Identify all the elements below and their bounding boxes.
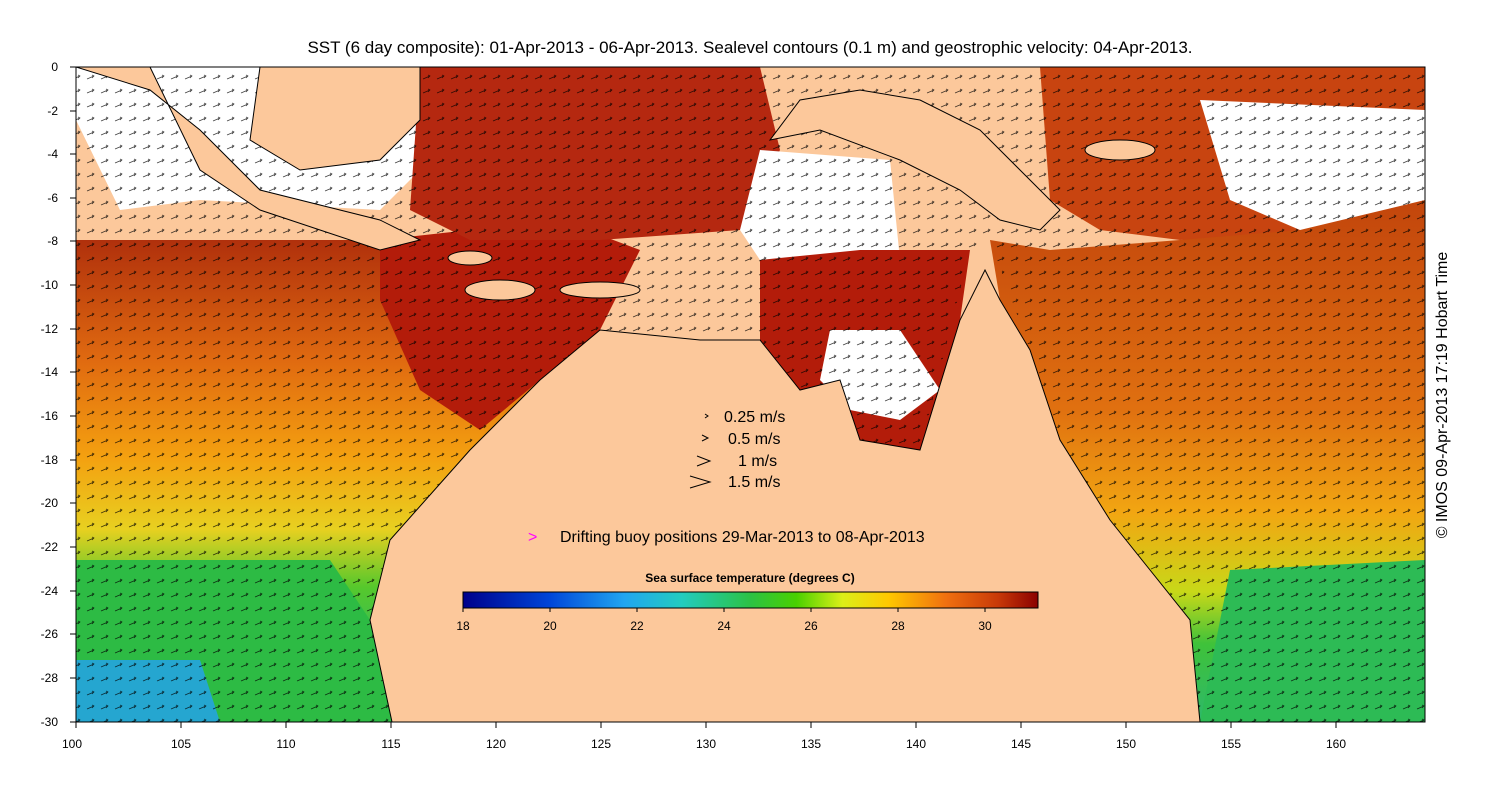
- colorbar-tick: 30: [978, 619, 992, 633]
- x-tick-label: 100: [62, 737, 82, 751]
- new-guinea-land: [768, 89, 1061, 231]
- velocity-arrow-15: [689, 475, 712, 489]
- velocity-arrow-025: [704, 413, 709, 419]
- java-land: [76, 67, 422, 251]
- buoy-symbol: >: [528, 529, 537, 546]
- velocity-arrow-1: [696, 455, 712, 467]
- x-tick-label: 125: [591, 737, 611, 751]
- x-tick-label: 120: [486, 737, 506, 751]
- colorbar-tick: 20: [543, 619, 557, 633]
- buoy-legend: > Drifting buoy positions 29-Mar-2013 to…: [528, 529, 925, 546]
- y-tick-label: -2: [47, 104, 58, 118]
- velocity-label: 0.25 m/s: [724, 409, 785, 426]
- velocity-legend: 0.25 m/s 0.5 m/s 1 m/s 1.5 m/s: [689, 409, 785, 491]
- y-tick-label: -30: [41, 715, 59, 729]
- buoy-label: Drifting buoy positions 29-Mar-2013 to 0…: [560, 529, 925, 546]
- borneo-land: [249, 67, 421, 171]
- y-tick-label: -28: [41, 671, 59, 685]
- y-tick-label: -8: [47, 234, 58, 248]
- velocity-label: 0.5 m/s: [728, 431, 780, 448]
- x-tick-label: 145: [1011, 737, 1031, 751]
- y-tick-label: -14: [41, 365, 59, 379]
- colorbar-tick: 24: [717, 619, 731, 633]
- tanimbar-island: [559, 281, 641, 299]
- y-tick-label: 0: [51, 60, 58, 74]
- y-tick-label: -20: [41, 496, 59, 510]
- x-tick-label: 105: [171, 737, 191, 751]
- flores-island: [447, 250, 493, 266]
- y-tick-label: -12: [41, 322, 59, 336]
- x-tick-label: 140: [906, 737, 926, 751]
- x-tick-label: 115: [381, 737, 400, 751]
- x-tick-label: 155: [1221, 737, 1241, 751]
- y-axis: 0 -2 -4 -6 -8 -10 -12 -14 -16 -18 -20 -2…: [41, 60, 76, 729]
- x-tick-label: 135: [801, 737, 821, 751]
- y-tick-label: -6: [47, 191, 58, 205]
- colorbar-tick: 18: [456, 619, 470, 633]
- y-tick-label: -16: [41, 409, 59, 423]
- y-tick-label: -18: [41, 453, 59, 467]
- map-area: [76, 67, 1425, 722]
- velocity-arrow-05: [701, 434, 710, 442]
- colorbar-tick: 28: [891, 619, 905, 633]
- velocity-label: 1 m/s: [738, 453, 777, 470]
- x-tick-label: 110: [276, 737, 295, 751]
- colorbar: Sea surface temperature (degrees C) 18 2…: [456, 571, 1039, 633]
- map-frame: [75, 66, 1426, 723]
- y-tick-label: -10: [41, 278, 59, 292]
- y-tick-label: -22: [41, 540, 59, 554]
- x-axis: 100 105 110 115 120 125 130 135 140 145 …: [62, 722, 1346, 751]
- x-tick-label: 160: [1326, 737, 1346, 751]
- bismarck-island: [1084, 139, 1156, 161]
- velocity-arrows: [76, 67, 1425, 722]
- timor-island: [464, 279, 536, 301]
- colorbar-scale: [462, 591, 1039, 609]
- x-tick-label: 150: [1116, 737, 1136, 751]
- y-tick-label: -4: [47, 147, 58, 161]
- y-tick-label: -24: [41, 584, 59, 598]
- velocity-label: 1.5 m/s: [728, 474, 780, 491]
- x-tick-label: 130: [696, 737, 716, 751]
- map-title: SST (6 day composite): 01-Apr-2013 - 06-…: [307, 38, 1193, 57]
- colorbar-tick: 26: [804, 619, 818, 633]
- y-tick-label: -26: [41, 627, 59, 641]
- colorbar-tick: 22: [630, 619, 644, 633]
- australia-land: [369, 268, 1201, 722]
- colorbar-title: Sea surface temperature (degrees C): [645, 571, 854, 585]
